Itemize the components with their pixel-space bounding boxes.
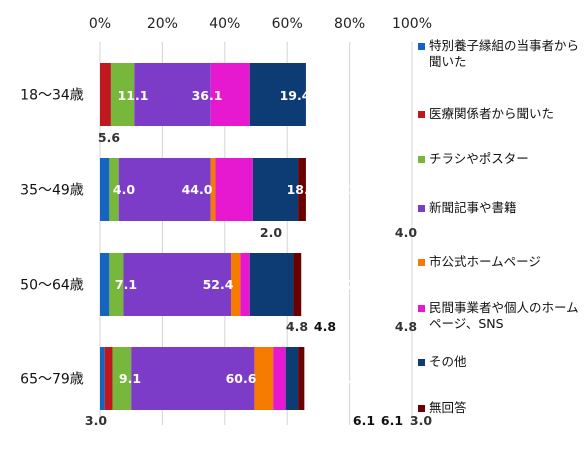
- category-label: 50～64歳: [20, 278, 84, 294]
- bar-segment: [254, 347, 274, 410]
- legend-item: 医療関係者から聞いた: [418, 106, 587, 122]
- data-label: 9.1: [119, 371, 141, 386]
- bar-segment: [109, 253, 124, 316]
- x-axis-tick-labels: 0% 20% 40% 60% 80% 100%: [89, 16, 432, 32]
- legend-swatch: [418, 359, 425, 366]
- data-label: 52.4: [203, 277, 234, 292]
- legend-label: その他: [429, 354, 467, 369]
- legend-item: 新聞記事や書籍: [418, 200, 587, 216]
- data-label: 11.1: [118, 88, 149, 103]
- bar-segment: [118, 158, 211, 221]
- data-label: 3.0: [410, 413, 432, 428]
- bar-segment: [100, 63, 111, 126]
- bar-segment: [249, 253, 294, 316]
- bar-segment: [249, 63, 306, 126]
- legend-swatch: [418, 205, 425, 212]
- data-label: 22.0: [349, 182, 380, 197]
- legend-label: 新聞記事や書籍: [429, 200, 517, 215]
- bar-segment: [231, 253, 241, 316]
- data-label: 4.0: [395, 225, 417, 240]
- data-label: 5.6: [98, 130, 120, 145]
- legend-label: 無回答: [429, 400, 467, 415]
- bar-segment: [273, 347, 286, 410]
- bar-segment: [112, 347, 132, 410]
- data-label: 6.1: [353, 413, 375, 428]
- data-labels: 5.6 11.1 36.1 19.4 27.8 4.0 44.0 2.0 18.0 22.0 4.0…: [85, 88, 432, 428]
- x-tick-label: 100%: [392, 16, 432, 32]
- data-label: 7.1: [115, 277, 137, 292]
- bar-segment: [298, 158, 306, 221]
- legend-label: 市公式ホームページ: [429, 254, 541, 269]
- legend-swatch: [418, 259, 425, 266]
- data-label: 60.6: [226, 371, 257, 386]
- legend-item: その他: [418, 354, 587, 370]
- data-label: 19.4: [280, 88, 311, 103]
- bar-segment: [215, 158, 253, 221]
- bar-segment: [285, 347, 299, 410]
- data-label: 4.8: [286, 319, 308, 334]
- legend-item: 無回答: [418, 400, 587, 416]
- data-label: 4.0: [113, 182, 135, 197]
- bar-segment: [109, 158, 119, 221]
- data-label: 3.0: [85, 413, 107, 428]
- legend-swatch: [418, 43, 425, 50]
- bar-segment: [100, 347, 105, 410]
- data-label: 6.1: [381, 413, 403, 428]
- legend-swatch: [418, 156, 425, 163]
- legend-swatch: [418, 405, 425, 412]
- legend-label: 特別養子縁組の当事者から聞いた: [429, 38, 580, 69]
- x-tick-label: 20%: [147, 16, 178, 32]
- legend-item: 特別養子縁組の当事者から聞いた: [418, 38, 587, 70]
- data-label: 27.8: [353, 88, 384, 103]
- bar-segment: [210, 63, 250, 126]
- legend-swatch: [418, 111, 425, 118]
- x-tick-label: 40%: [209, 16, 240, 32]
- bar-segment: [210, 158, 216, 221]
- data-label: 9.1: [339, 371, 361, 386]
- data-label: 21.4: [348, 277, 379, 292]
- bar-segment: [104, 347, 113, 410]
- bar-segment: [252, 158, 299, 221]
- legend-swatch: [418, 305, 425, 312]
- bar-segment: [240, 253, 250, 316]
- legend-item: 民間事業者や個人のホームページ、SNS: [418, 300, 587, 332]
- bar-segment: [134, 63, 211, 126]
- bar-segment: [100, 158, 110, 221]
- data-label: 4.8: [314, 319, 336, 334]
- legend-label: チラシやポスター: [429, 151, 529, 166]
- bar-segment: [298, 347, 305, 410]
- data-label: 18.0: [287, 182, 318, 197]
- category-labels: 18～34歳 35～49歳 50～64歳 65～79歳: [20, 88, 84, 388]
- bar-segment: [110, 63, 135, 126]
- bar-segment: [100, 253, 110, 316]
- x-tick-label: 0%: [89, 16, 111, 32]
- bar-segment: [131, 347, 255, 410]
- bar-segment: [123, 253, 232, 316]
- x-tick-label: 60%: [272, 16, 303, 32]
- legend-label: 医療関係者から聞いた: [429, 106, 555, 121]
- data-label: 36.1: [192, 88, 223, 103]
- category-label: 35～49歳: [20, 183, 84, 199]
- bar-segment: [293, 253, 302, 316]
- legend-item: 市公式ホームページ: [418, 254, 587, 270]
- category-label: 18～34歳: [20, 88, 84, 104]
- category-label: 65～79歳: [20, 372, 84, 388]
- data-label: 44.0: [182, 182, 213, 197]
- legend-item: チラシやポスター: [418, 151, 587, 167]
- data-label: 4.8: [395, 319, 417, 334]
- bars: [100, 63, 306, 410]
- legend-label: 民間事業者や個人のホームページ、SNS: [429, 300, 579, 331]
- x-tick-label: 80%: [334, 16, 365, 32]
- data-label: 2.0: [260, 225, 282, 240]
